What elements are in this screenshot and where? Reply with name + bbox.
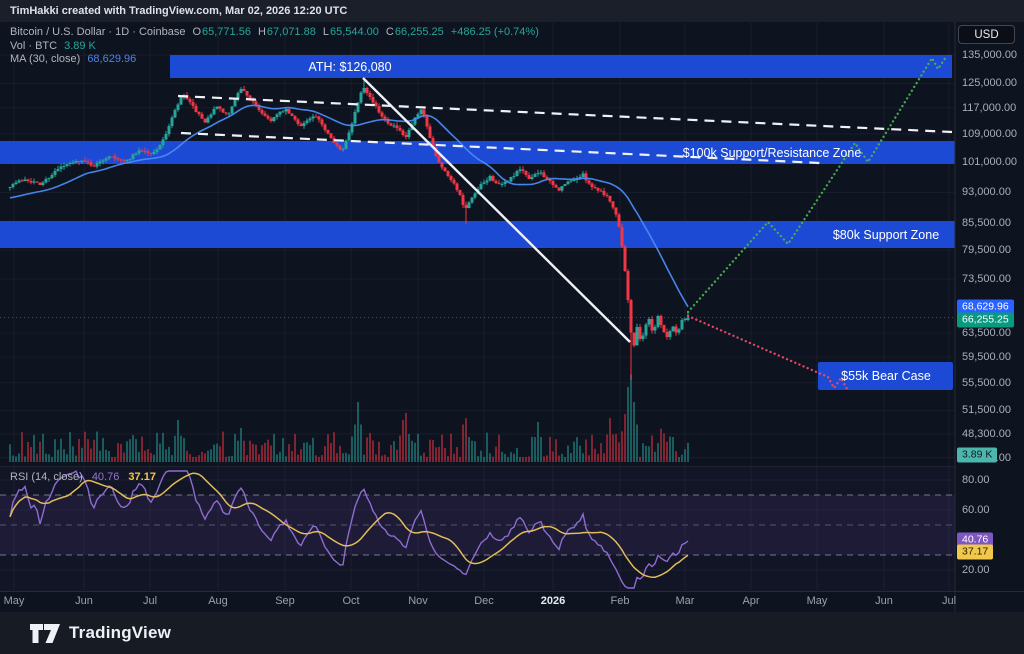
price-axis-tick: 79,500.00 — [962, 244, 1011, 257]
price-axis-tick: 20.00 — [962, 564, 990, 576]
price-axis-tick: 85,500.00 — [962, 217, 1011, 230]
tradingview-logo-text[interactable]: TradingView — [69, 623, 172, 642]
tradingview-logo-icon[interactable] — [30, 623, 60, 643]
axis-value-badge: 3.89 K — [957, 447, 998, 463]
time-axis-tick: Feb — [610, 595, 630, 607]
rsi-value: 40.76 — [91, 471, 120, 483]
brand-bar: TradingView — [0, 612, 1024, 654]
ohlc-close: C66,255.25 — [385, 26, 444, 38]
price-axis-tick: 125,000.00 — [962, 77, 1018, 90]
ohlc-open: O65,771.56 — [192, 26, 251, 38]
time-axis-tick: Jun — [75, 595, 93, 607]
time-axis-tick: Jul — [142, 595, 158, 607]
price-axis-tick: 48,300.00 — [962, 427, 1011, 440]
legend-row-ma: MA (30, close) 68,629.96 — [10, 53, 539, 67]
ohlc-high: H67,071.88 — [257, 26, 316, 38]
time-axis-tick: Oct — [342, 595, 360, 607]
price-axis-tick: 101,000.00 — [962, 155, 1018, 168]
ma-label[interactable]: MA (30, close) — [10, 53, 81, 65]
volume-label[interactable]: Vol · BTC — [10, 39, 58, 52]
price-axis-tick: 73,500.00 — [962, 273, 1011, 286]
time-axis-tick: Nov — [408, 595, 428, 607]
price-axis-tick: 80.00 — [962, 474, 990, 486]
time-axis-tick: 2026 — [540, 595, 566, 607]
legend-row-volume: Vol · BTC 3.89 K — [10, 40, 539, 54]
time-axis-tick: May — [806, 595, 828, 607]
time-axis-tick: Mar — [675, 595, 695, 607]
rsi-legend: RSI (14, close) 40.76 37.17 — [10, 471, 156, 483]
attribution-bar: TimHakki created with TradingView.com, M… — [0, 0, 1024, 22]
ohlc-low: L65,544.00 — [322, 26, 379, 38]
ath-zone-label: ATH: $126,080 — [308, 59, 392, 74]
symbol-legend: Bitcoin / U.S. Dollar · 1D · Coinbase O6… — [10, 26, 539, 67]
price-axis-tick: 63,500.00 — [962, 327, 1011, 340]
time-axis-tick: Apr — [742, 595, 760, 607]
time-axis-tick: Sep — [275, 595, 295, 607]
price-axis-tick: 59,500.00 — [962, 351, 1011, 364]
price-axis-tick: 55,500.00 — [962, 376, 1011, 389]
bear-case-label: $55k Bear Case — [841, 369, 931, 383]
price-axis-tick: 60.00 — [962, 504, 990, 516]
axis-value-badge: 40.76 — [957, 532, 994, 548]
currency-toggle-button[interactable]: USD — [958, 25, 1015, 44]
rsi-ma-value: 37.17 — [128, 471, 156, 483]
axis-value-badge: 68,629.96 — [957, 299, 1014, 315]
ma-value: 68,629.96 — [87, 53, 137, 65]
time-axis-tick: Jul — [941, 595, 957, 607]
80k-zone-label: $80k Support Zone — [832, 227, 940, 242]
price-axis-tick: 117,000.00 — [962, 101, 1017, 114]
attribution-text: TimHakki created with TradingView.com, M… — [10, 5, 348, 17]
legend-row-symbol: Bitcoin / U.S. Dollar · 1D · Coinbase O6… — [10, 26, 539, 40]
time-axis-tick: Aug — [208, 595, 228, 607]
rsi-label[interactable]: RSI (14, close) — [10, 471, 83, 483]
time-axis-tick: May — [3, 595, 25, 607]
axis-value-badge: 37.17 — [957, 544, 994, 560]
time-axis-tick: Dec — [474, 595, 494, 607]
volume-value: 3.89 K — [64, 39, 96, 52]
change-value: +486.25 (+0.74%) — [450, 26, 539, 38]
price-axis-tick: 109,000.00 — [962, 127, 1018, 140]
price-axis-tick: 51,500.00 — [962, 404, 1011, 417]
symbol-title[interactable]: Bitcoin / U.S. Dollar · 1D · Coinbase — [10, 26, 186, 38]
100k-zone-label: $100k Support/Resistance Zone — [682, 145, 862, 160]
time-axis-tick: Jun — [875, 595, 893, 607]
price-axis-tick: 135,000.00 — [962, 49, 1018, 61]
axis-value-badge: 66,255.25 — [957, 312, 1014, 328]
price-axis-tick: 93,000.00 — [962, 186, 1011, 199]
